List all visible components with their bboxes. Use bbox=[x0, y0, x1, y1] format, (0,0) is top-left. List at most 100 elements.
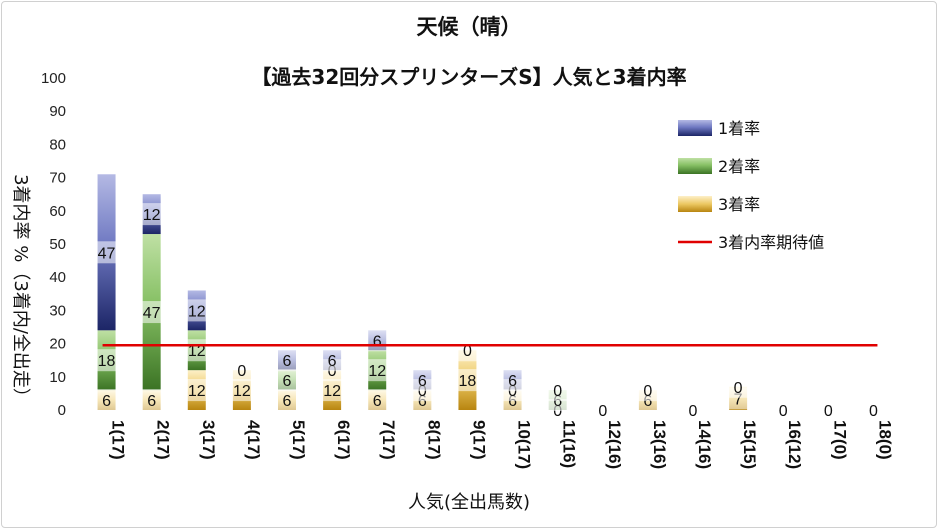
data-label: 6 bbox=[283, 373, 292, 390]
data-label: 0 bbox=[643, 383, 652, 400]
x-tick-label: 1(17) bbox=[109, 420, 128, 460]
x-tick-label: 2(17) bbox=[154, 420, 173, 460]
chart-title: 天候（晴） bbox=[417, 15, 522, 39]
data-label-background bbox=[363, 359, 392, 382]
data-label: 12 bbox=[323, 383, 341, 400]
data-label-background bbox=[817, 399, 840, 421]
data-label-background bbox=[227, 379, 256, 402]
x-tick-label: 4(17) bbox=[244, 420, 263, 460]
data-label: 12 bbox=[233, 383, 251, 400]
x-tick-label: 5(17) bbox=[289, 420, 308, 460]
x-tick-label: 9(17) bbox=[469, 420, 488, 460]
data-label-background bbox=[137, 301, 166, 324]
data-label: 6 bbox=[283, 393, 292, 410]
data-label-background bbox=[182, 379, 211, 402]
data-label-background bbox=[772, 399, 795, 421]
data-label: 18 bbox=[459, 373, 477, 390]
data-label: 6 bbox=[643, 393, 652, 410]
data-label-background bbox=[321, 349, 344, 372]
y-tick-label: 30 bbox=[49, 302, 66, 319]
data-label: 0 bbox=[553, 383, 562, 400]
data-label: 0 bbox=[328, 363, 337, 380]
data-label-background bbox=[276, 349, 298, 372]
data-label-background bbox=[366, 389, 389, 412]
x-tick-label: 6(17) bbox=[334, 420, 353, 460]
data-label: 0 bbox=[553, 403, 562, 420]
data-label: 47 bbox=[143, 305, 161, 322]
data-label: 18 bbox=[98, 353, 116, 370]
y-tick-label: 60 bbox=[49, 203, 66, 220]
x-tick-label: 7(17) bbox=[379, 420, 398, 460]
data-label-background bbox=[182, 299, 211, 322]
legend-swatch bbox=[678, 158, 712, 174]
x-tick-label: 8(17) bbox=[424, 420, 443, 460]
data-label-background bbox=[95, 389, 118, 412]
data-label-background bbox=[682, 399, 704, 421]
legend-swatch bbox=[678, 196, 712, 212]
data-label-background bbox=[318, 379, 347, 402]
data-label: 47 bbox=[98, 245, 116, 262]
legend-label: 1着率 bbox=[718, 119, 760, 138]
data-label: 7 bbox=[734, 391, 743, 408]
x-axis-label: 人気(全出馬数) bbox=[408, 492, 530, 513]
data-label: 6 bbox=[147, 393, 156, 410]
data-label: 6 bbox=[283, 353, 292, 370]
data-label: 0 bbox=[779, 403, 788, 420]
y-tick-label: 40 bbox=[49, 269, 66, 286]
y-tick-label: 90 bbox=[49, 103, 66, 120]
x-axis-ticks: 1(17) 2(17) 3(17) 4(17) 5(17) 6(17) 7(17) 8(17)… bbox=[109, 420, 895, 469]
data-label-background bbox=[591, 399, 614, 421]
data-label: 6 bbox=[508, 393, 517, 410]
chart-subtitle: 【過去32回分スプリンターズS】人気と3着内率 bbox=[251, 65, 686, 89]
data-label-background bbox=[453, 369, 482, 392]
data-label: 12 bbox=[188, 343, 206, 360]
data-label: 6 bbox=[102, 393, 111, 410]
y-axis-ticks: 0 10 20 30 40 50 60 70 80 90 100 bbox=[41, 70, 66, 419]
data-label: 0 bbox=[824, 403, 833, 420]
data-label: 6 bbox=[373, 333, 382, 350]
x-tick-label: 12(16) bbox=[605, 420, 624, 469]
data-label: 6 bbox=[328, 353, 337, 370]
y-tick-label: 20 bbox=[49, 336, 66, 353]
x-tick-label: 13(16) bbox=[650, 420, 669, 469]
data-label: 6 bbox=[418, 393, 427, 410]
data-label-background bbox=[140, 389, 163, 412]
x-tick-label: 15(15) bbox=[740, 420, 759, 469]
legend-label: 3着内率期待値 bbox=[718, 233, 824, 252]
legend-label: 2着率 bbox=[718, 157, 760, 176]
data-label: 6 bbox=[553, 393, 562, 410]
y-tick-label: 80 bbox=[49, 136, 66, 153]
data-label: 0 bbox=[689, 403, 698, 420]
y-tick-label: 70 bbox=[49, 170, 66, 187]
x-tick-label: 11(16) bbox=[560, 420, 579, 468]
y-axis-label: 3着内率 %（3着内/全出走） bbox=[10, 174, 31, 406]
data-label-background bbox=[636, 379, 659, 402]
data-label: 0 bbox=[508, 383, 517, 400]
legend: 1着率 2着率 3着率 3着内率期待値 bbox=[678, 119, 824, 252]
legend-swatch bbox=[678, 120, 712, 136]
data-label: 0 bbox=[869, 403, 878, 420]
data-label-background bbox=[501, 369, 524, 392]
data-label: 12 bbox=[188, 383, 206, 400]
data-label-background bbox=[230, 359, 253, 382]
y-tick-label: 50 bbox=[49, 236, 66, 253]
data-label-background bbox=[276, 369, 298, 392]
data-label: 0 bbox=[237, 363, 246, 380]
data-label-background bbox=[546, 379, 569, 402]
data-label: 0 bbox=[598, 403, 607, 420]
data-label: 6 bbox=[418, 373, 427, 390]
data-label-background bbox=[92, 349, 121, 372]
data-label-background bbox=[276, 389, 298, 412]
data-label-background bbox=[411, 369, 434, 392]
x-tick-label: 3(17) bbox=[199, 420, 218, 460]
y-tick-label: 10 bbox=[49, 369, 66, 386]
data-label: 6 bbox=[508, 373, 517, 390]
data-label: 12 bbox=[188, 303, 206, 320]
data-label-background bbox=[137, 203, 166, 226]
data-label-background bbox=[727, 375, 750, 398]
x-tick-label: 16(12) bbox=[785, 420, 804, 469]
y-tick-label: 0 bbox=[58, 402, 66, 419]
x-tick-label: 10(17) bbox=[515, 420, 534, 469]
